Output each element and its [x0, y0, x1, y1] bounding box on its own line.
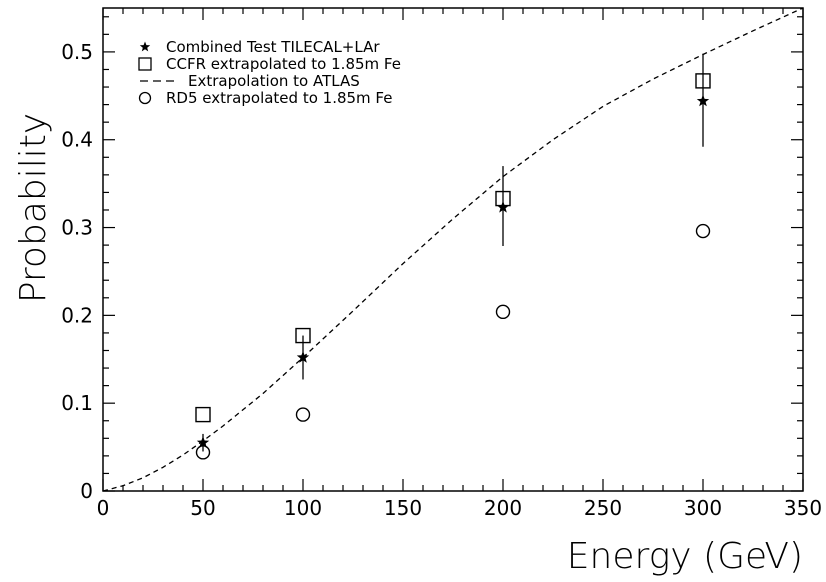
- x-tick-label: 350: [784, 496, 822, 520]
- legend-label: CCFR extrapolated to 1.85m Fe: [166, 55, 401, 73]
- axis-tick-labels: 0 50 100 150 200 250 300 350 0 0.1 0.2 0.3 0.4 0.5: [61, 40, 822, 520]
- plot-frame: [102, 7, 804, 492]
- ccfr-point: [195, 406, 211, 423]
- x-tick-label: 50: [190, 496, 215, 520]
- rd5-point: [195, 445, 211, 460]
- x-tick-label: 250: [584, 496, 622, 520]
- extrapolation-curve-layer: [102, 7, 804, 492]
- x-axis-title: Energy (GeV): [567, 536, 803, 577]
- combined-test-point: [696, 94, 710, 107]
- ccfr-point: [695, 73, 711, 89]
- x-tick-label: 150: [384, 496, 422, 520]
- x-tick-label: 300: [684, 496, 722, 520]
- ccfr-point: [295, 327, 311, 344]
- rd5-point: [495, 304, 511, 320]
- legend-label: Extrapolation to ATLAS: [188, 72, 360, 90]
- axis-ticks: [102, 8, 804, 492]
- combined-test-point: [496, 200, 510, 213]
- ccfr-point: [495, 190, 511, 207]
- x-tick-label: 200: [484, 496, 522, 520]
- markers-layer: [195, 73, 711, 460]
- x-tick-label: 100: [284, 496, 322, 520]
- legend-label: RD5 extrapolated to 1.85m Fe: [166, 89, 392, 107]
- y-tick-label: 0.1: [61, 391, 93, 415]
- y-tick-label: 0.3: [61, 216, 93, 240]
- y-axis-title: Probability: [13, 113, 54, 303]
- y-tick-label: 0.4: [61, 128, 93, 152]
- legend-star-icon: [139, 41, 151, 52]
- combined-test-point: [196, 436, 210, 448]
- rd5-point: [295, 407, 311, 422]
- combined-test-point: [296, 351, 310, 363]
- error-bars-layer: [202, 53, 704, 452]
- legend-square-icon: [138, 57, 152, 71]
- legend-circle-icon: [138, 91, 152, 105]
- extrapolation-curve: [102, 7, 804, 492]
- y-tick-label: 0: [80, 479, 93, 503]
- legend-label: Combined Test TILECAL+LAr: [166, 38, 380, 56]
- x-tick-label: 0: [97, 496, 110, 520]
- y-tick-label: 0.5: [61, 40, 93, 64]
- y-tick-label: 0.2: [61, 303, 93, 327]
- rd5-point: [695, 223, 711, 239]
